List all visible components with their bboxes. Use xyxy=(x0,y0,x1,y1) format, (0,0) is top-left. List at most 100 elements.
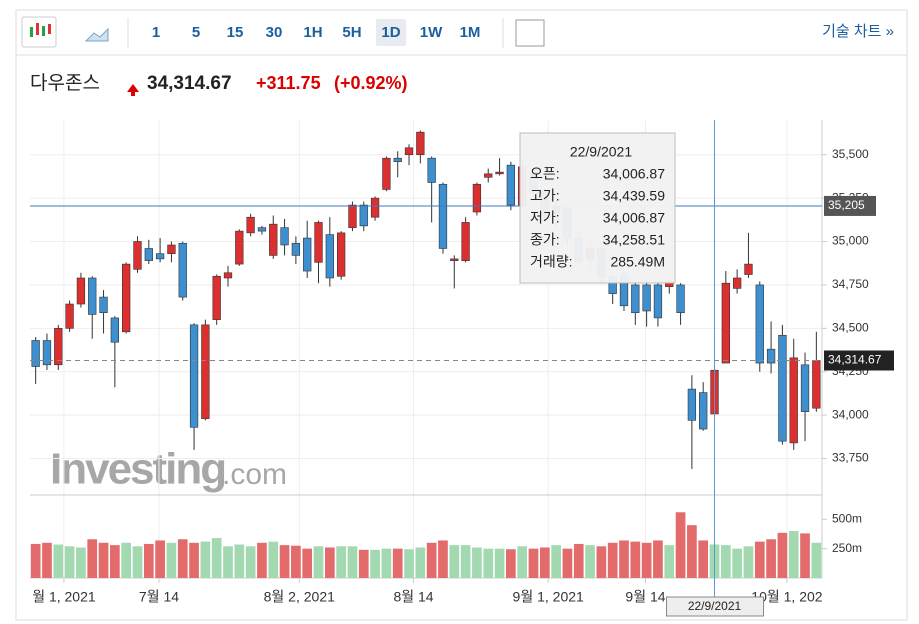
crosshair-x-label: 22/9/2021 xyxy=(688,599,742,613)
candle-body xyxy=(653,284,663,319)
volume-bar xyxy=(449,545,460,578)
volume-bar xyxy=(370,549,380,578)
candle-body xyxy=(359,204,368,227)
volume-bar xyxy=(166,542,177,578)
volume-bar xyxy=(506,549,516,578)
volume-bar xyxy=(279,545,290,578)
interval-button[interactable]: 1M xyxy=(460,24,481,41)
candle-body xyxy=(393,157,402,162)
tooltip-box xyxy=(519,132,676,284)
y-tick-label: 33,750 xyxy=(832,451,869,465)
last-price-box xyxy=(824,350,894,371)
candle-body xyxy=(687,388,697,421)
volume-bar xyxy=(426,542,437,578)
volume-bar xyxy=(324,547,335,578)
volume-bar xyxy=(415,547,426,578)
volume-bar xyxy=(302,548,313,578)
watermark: Investing xyxy=(50,445,225,494)
volume-bar xyxy=(121,542,132,578)
interval-button[interactable]: 1W xyxy=(420,24,443,41)
volume-bar xyxy=(720,545,731,578)
candle-body xyxy=(314,222,323,263)
x-tick-label: 9월 14 xyxy=(625,589,665,605)
interval-button[interactable]: 15 xyxy=(227,24,244,41)
volume-bar xyxy=(392,548,403,578)
candle-body xyxy=(789,357,798,444)
candle-body xyxy=(122,263,131,333)
volume-bar xyxy=(291,545,301,578)
candle-body xyxy=(631,284,640,314)
volume-bar xyxy=(64,546,75,578)
tooltip: 22/9/2021 오픈: 34,006.87 고가: 34,439.59 저가: 34,0… xyxy=(519,132,676,284)
volume-bar xyxy=(42,542,52,578)
candle-body xyxy=(257,227,267,232)
x-tick-label: 월 1, 2021 xyxy=(32,589,96,605)
volume-bar xyxy=(155,540,165,578)
candle-body xyxy=(438,183,448,249)
candle-body xyxy=(246,216,255,234)
volume-bar xyxy=(675,512,686,578)
candle-body xyxy=(472,183,482,213)
candle-body xyxy=(133,241,142,270)
volume-bar xyxy=(788,531,799,578)
interval-button[interactable]: 5 xyxy=(192,24,200,41)
candle-body xyxy=(800,364,810,412)
tech-chart-link[interactable]: 기술 차트 » xyxy=(822,23,894,40)
y-tick-label: 35,500 xyxy=(832,147,869,161)
interval-button[interactable]: 1H xyxy=(303,24,322,41)
y-tick-label: 34,500 xyxy=(832,321,869,335)
candle-body xyxy=(699,392,708,430)
candle-icon[interactable] xyxy=(21,16,57,48)
volume-bar xyxy=(698,540,709,578)
volume-bar xyxy=(472,547,482,578)
candle-body xyxy=(427,157,436,183)
frame xyxy=(15,9,908,621)
tooltip-value: 34,439.59 xyxy=(603,188,665,204)
volume-bar xyxy=(539,547,550,578)
y2-tick-label: 500m xyxy=(832,511,862,525)
x-tick-label: 8월 2, 2021 xyxy=(264,589,335,605)
candle-body xyxy=(76,277,86,305)
volume-bar xyxy=(607,542,618,578)
volume-bar xyxy=(653,540,663,578)
candle-body xyxy=(280,227,289,246)
tooltip-date: 22/9/2021 xyxy=(570,144,632,160)
interval-button[interactable]: 1D xyxy=(381,24,400,41)
volume-bar xyxy=(404,549,414,578)
price: 34,314.67 xyxy=(147,73,232,94)
interval-button[interactable]: 5H xyxy=(342,24,361,41)
candle-body xyxy=(325,234,334,279)
tooltip-key: 오픈: xyxy=(530,166,560,182)
tooltip-value: 34,258.51 xyxy=(603,232,665,248)
volume-bar xyxy=(200,541,211,578)
candle-body xyxy=(223,272,233,279)
candle-body xyxy=(755,284,764,364)
interval-button[interactable]: 1 xyxy=(152,24,160,41)
candle-body xyxy=(235,230,244,265)
candle-body xyxy=(721,282,730,364)
indicator-icon[interactable] xyxy=(515,19,545,47)
candle-body xyxy=(144,248,153,261)
volume-bar xyxy=(551,545,561,578)
candle-body xyxy=(484,173,493,178)
candle-body xyxy=(269,223,278,256)
volume-bar xyxy=(53,544,64,578)
volume-bar xyxy=(381,548,392,578)
volume-bar xyxy=(630,541,641,578)
last-price-label: 34,314.67 xyxy=(828,353,882,367)
volume-bar xyxy=(245,546,256,578)
candle-body xyxy=(404,147,414,156)
interval-button[interactable]: 30 xyxy=(266,24,283,41)
volume-bar xyxy=(641,542,652,578)
volume-bar xyxy=(336,546,346,578)
candle-body xyxy=(336,232,346,277)
instrument-name: 다우존스 xyxy=(30,72,100,94)
volume-bar xyxy=(438,540,448,578)
volume-bar xyxy=(313,546,324,578)
candle-body xyxy=(167,244,176,254)
candle-body xyxy=(348,204,357,228)
tooltip-value: 285.49M xyxy=(611,254,665,270)
y-tick-label: 34,000 xyxy=(832,407,869,421)
candle-body xyxy=(370,197,380,218)
area-icon[interactable] xyxy=(84,27,109,42)
